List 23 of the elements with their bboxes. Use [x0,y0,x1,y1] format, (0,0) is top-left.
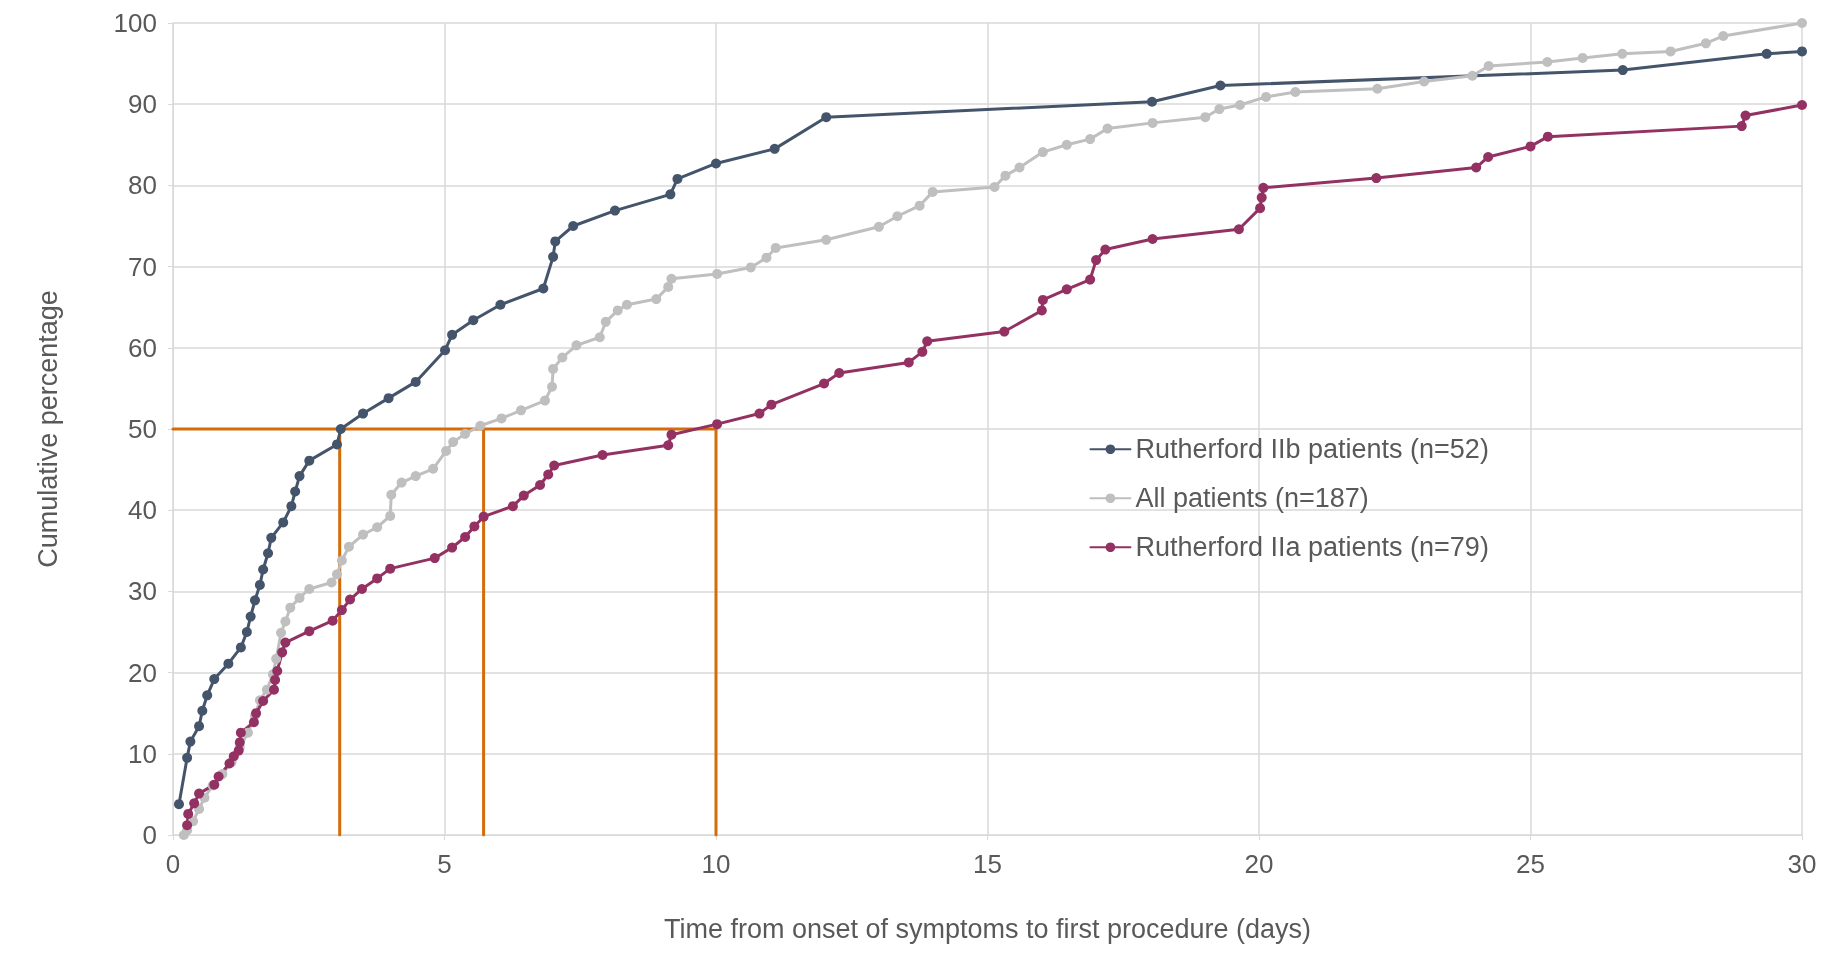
legend-label: All patients (n=187) [1135,483,1369,514]
y-axis-title: Cumulative percentage [32,290,63,568]
x-tick-label: 0 [165,849,181,879]
y-tick-label: 70 [128,251,157,282]
legend-label: Rutherford IIa patients (n=79) [1135,532,1489,563]
y-tick-label: 60 [128,332,157,363]
y-tick-label: 100 [113,8,157,38]
legend-label: Rutherford IIb patients (n=52) [1135,434,1489,465]
x-axis-title: Time from onset of symptoms to first procedure (days) [663,913,1312,944]
x-tick-label: 15 [973,849,1002,879]
y-tick-label: 10 [128,738,157,769]
y-tick-label: 90 [128,89,157,120]
y-tick-label: 80 [128,170,157,201]
x-tick-label: 10 [701,849,731,879]
x-tick-label: 30 [1787,849,1817,879]
y-tick-label: 30 [128,576,157,607]
y-tick-label: 0 [142,820,157,850]
y-tick-label: 40 [128,495,157,526]
x-tick-label: 25 [1516,849,1545,879]
y-tick-label: 50 [128,414,157,444]
x-tick-label: 20 [1244,849,1274,879]
y-tick-label: 20 [128,657,157,688]
x-tick-label: 5 [437,849,452,879]
